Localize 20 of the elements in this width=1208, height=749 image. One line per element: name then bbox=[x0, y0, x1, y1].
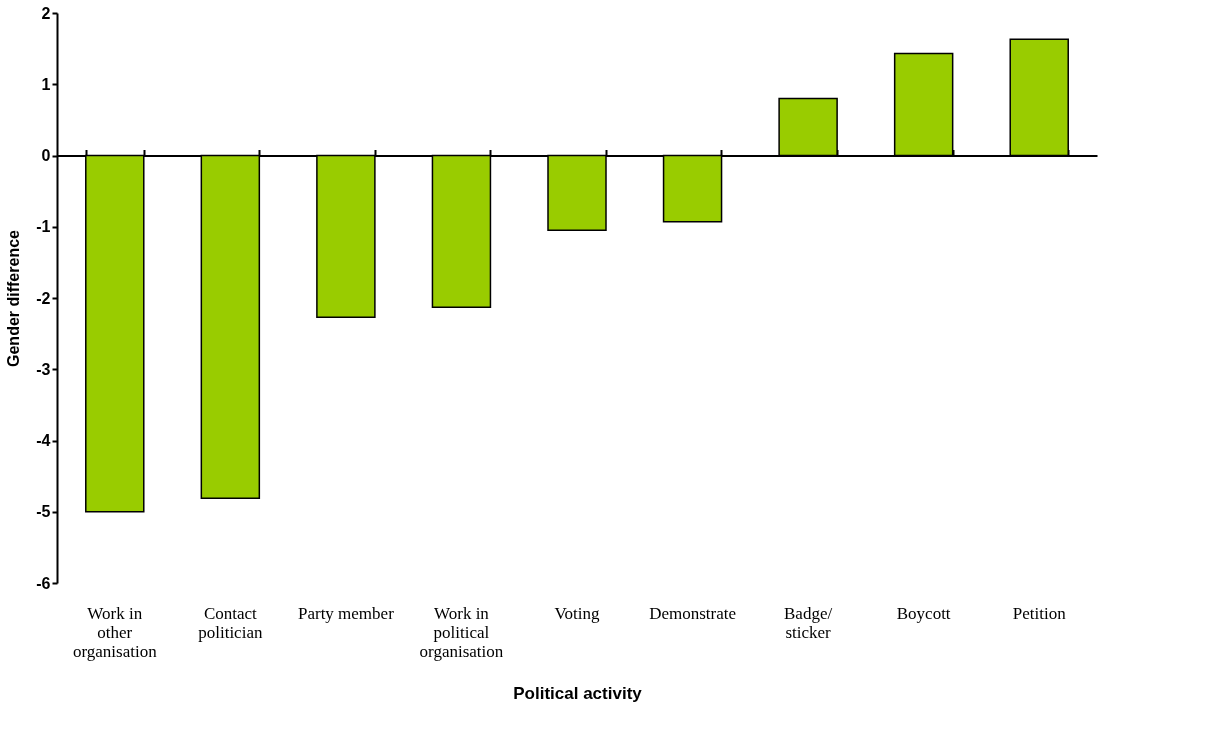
y-tick-label: -5 bbox=[36, 503, 51, 521]
x-tick-label: Contact politician bbox=[198, 603, 263, 642]
x-tick-label: Boycott bbox=[896, 603, 951, 623]
x-tick-label: Badge/ sticker bbox=[784, 603, 833, 642]
y-tick-label: 2 bbox=[41, 4, 51, 22]
x-tick-label: Voting bbox=[554, 603, 601, 623]
y-tick-label: -1 bbox=[36, 218, 51, 236]
x-tick-label: Petition bbox=[1012, 603, 1067, 623]
y-tick-label: 0 bbox=[41, 147, 51, 164]
x-tick-label: Party member bbox=[297, 603, 395, 623]
y-axis-title: Gender difference bbox=[5, 229, 23, 367]
y-tick-label: -4 bbox=[36, 432, 51, 449]
y-tick-label: 1 bbox=[41, 75, 51, 93]
y-tick-label: -6 bbox=[36, 574, 51, 592]
x-tick-label: Work in other organisation bbox=[72, 603, 158, 661]
x-tick-label: Demonstrate bbox=[649, 603, 736, 623]
y-tick-label: -2 bbox=[36, 289, 51, 307]
y-tick-label: -3 bbox=[36, 360, 51, 378]
x-axis-title: Political activity bbox=[513, 683, 643, 703]
x-tick-label: Work in political organisation bbox=[419, 603, 504, 661]
